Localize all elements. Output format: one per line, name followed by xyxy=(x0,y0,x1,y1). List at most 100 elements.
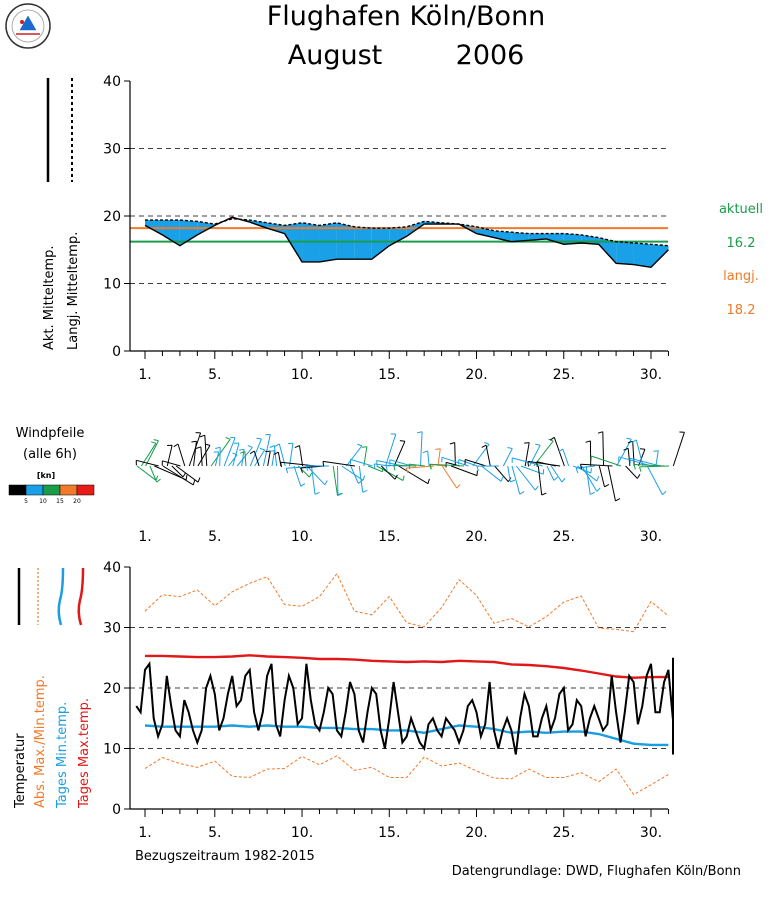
wind-arrow-barb xyxy=(285,468,289,474)
wind-arrow xyxy=(367,465,383,473)
p1-x-tick-label: 10. xyxy=(291,367,313,383)
wind-arrow-barb xyxy=(273,451,279,455)
wind-arrow xyxy=(537,465,543,496)
wind-arrow-barb xyxy=(575,468,579,474)
wind-arrow-barb xyxy=(394,474,398,480)
wind-arrow-barb xyxy=(156,478,161,483)
wind-arrow xyxy=(214,451,220,467)
wind-arrow xyxy=(393,464,417,467)
wind-arrow xyxy=(420,431,423,467)
p3-y-tick-label: 20 xyxy=(103,681,121,697)
wind-arrow xyxy=(515,465,536,491)
wind-arrow-barb xyxy=(195,446,202,449)
wind-arrow xyxy=(254,449,266,467)
wind-arrow-barb xyxy=(405,467,409,473)
wind-arrow xyxy=(618,456,652,467)
deficit-area xyxy=(354,226,372,260)
wind-arrow xyxy=(332,465,338,496)
wind-arrow xyxy=(253,450,260,467)
wind-arrow xyxy=(485,445,491,467)
chart-title: Flughafen Köln/Bonn xyxy=(267,1,546,32)
wind-arrow-barb xyxy=(639,448,645,450)
deficit-area xyxy=(389,226,407,246)
wind-arrow-barb xyxy=(636,473,641,479)
p3-x-tick-label: 15. xyxy=(378,825,400,841)
wind-arrow xyxy=(273,445,278,467)
p3-y-tick-label: 10 xyxy=(103,742,121,758)
wind-arrow xyxy=(262,434,271,467)
wind-panel-title: Windpfeile (alle 6h) [kn] xyxy=(16,426,85,480)
chart-year: 2006 xyxy=(456,40,525,71)
wind-arrow xyxy=(149,465,158,483)
wind-arrow xyxy=(350,458,373,467)
wind-arrow xyxy=(358,465,364,493)
wind-arrow-barb xyxy=(393,465,396,471)
wind-arrow-barb xyxy=(481,444,487,448)
wind-arrow-barb xyxy=(182,472,187,478)
wind-arrow-barb xyxy=(300,467,303,473)
wind-arrow-barb xyxy=(626,437,632,440)
series-temperatur xyxy=(135,657,674,755)
wind-arrow-barb xyxy=(173,443,179,448)
wind-arrow xyxy=(427,450,430,467)
wind-scale-tick: 15 xyxy=(56,498,64,505)
wind-arrow-barb xyxy=(259,447,265,451)
wind-arrow-barb xyxy=(197,477,201,483)
wind-arrow-barb xyxy=(422,450,428,454)
p1-y-tick-label: 0 xyxy=(112,344,121,360)
p1-y-tick-label: 40 xyxy=(103,74,121,90)
deficit-area xyxy=(476,226,494,238)
deficit-area xyxy=(633,243,651,268)
wind-arrow-barb xyxy=(427,478,430,484)
p1-x-tick-label: 15. xyxy=(378,367,400,383)
wind-arrow-barb xyxy=(519,491,525,495)
wind-arrow xyxy=(580,463,613,467)
deficit-area xyxy=(179,220,198,246)
wind-arrow xyxy=(655,450,659,467)
series-tages-max-temp xyxy=(145,654,669,679)
wind-x-tick-label: 10. xyxy=(291,529,313,545)
wind-arrow-barb xyxy=(274,443,280,447)
wind-arrow xyxy=(458,459,478,467)
wind-arrow-barb xyxy=(294,445,300,449)
wind-color-scale: 5 10 15 20 xyxy=(8,484,95,505)
wind-arrow-barb xyxy=(627,440,633,444)
p3-x-tick-label: 25. xyxy=(553,825,575,841)
wind-scale-20plus xyxy=(76,484,95,496)
wind-arrow xyxy=(171,465,184,478)
p3-y-tick-label: 40 xyxy=(103,560,121,576)
deficit-area xyxy=(511,232,529,242)
wind-x-tick-label: 1. xyxy=(138,529,151,545)
chart-month: August xyxy=(288,40,383,71)
wind-x-tick-label: 15. xyxy=(378,529,400,545)
wind-arrow-barb xyxy=(653,450,659,452)
wind-arrow xyxy=(322,460,356,467)
wind-arrow xyxy=(454,442,456,467)
wind-scale-tick: 20 xyxy=(73,498,81,505)
wind-arrow-barb xyxy=(191,440,197,443)
wind-arrow-barb xyxy=(553,476,558,481)
wind-arrow-barb xyxy=(580,464,583,470)
panel3-axes: 0 10 20 30 40 1. 5. 10. 15. 20. 25. 30. xyxy=(103,560,669,841)
wind-arrow-barb xyxy=(205,443,211,446)
wind-arrow-barb xyxy=(631,439,637,443)
wind-arrow xyxy=(576,465,596,469)
wind-arrow-barb xyxy=(476,465,479,472)
wind-scale-15-20 xyxy=(59,484,78,496)
legend-tagesmin-swatch xyxy=(57,567,65,626)
wind-arrow-barb xyxy=(153,439,159,442)
wind-arrow-barb xyxy=(308,472,313,478)
wind-arrow-barb xyxy=(357,443,362,447)
wind-x-tick-label: 5. xyxy=(208,529,221,545)
wind-arrow xyxy=(299,445,304,467)
wind-arrow xyxy=(646,465,663,495)
wind-arrow xyxy=(267,451,271,467)
p1-y-tick-label: 10 xyxy=(103,277,121,293)
wind-arrow-barb xyxy=(215,446,221,449)
wind-arrow-barb xyxy=(239,448,245,451)
wind-arrow-barb xyxy=(596,487,601,492)
wind-arrow-barb xyxy=(265,450,271,453)
side-longterm-value: 18.2 xyxy=(727,303,756,318)
p3-x-tick-label: 10. xyxy=(291,825,313,841)
